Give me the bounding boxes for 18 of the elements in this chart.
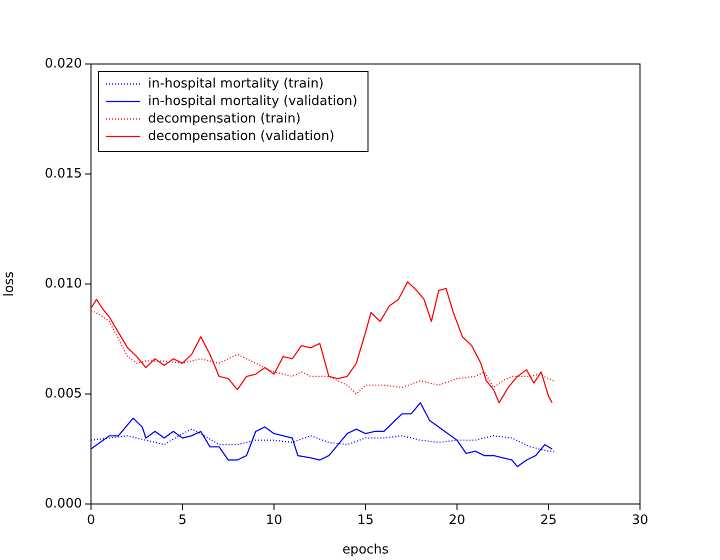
x-tick-label: 10 <box>266 513 282 528</box>
y-tick-label: 0.000 <box>44 496 82 512</box>
x-tick-label: 0 <box>86 513 96 528</box>
y-tick-label: 0.010 <box>44 276 82 292</box>
y-tick-label: 0.020 <box>44 56 82 72</box>
y-tick-label: 0.005 <box>44 386 82 402</box>
x-tick-label: 30 <box>632 513 648 528</box>
x-tick-label: 25 <box>540 513 557 528</box>
legend-label: decompensation (train) <box>148 111 301 126</box>
x-tick-label: 15 <box>357 513 374 528</box>
y-axis-title: loss <box>2 271 18 297</box>
x-tick-label: 20 <box>448 513 466 528</box>
legend-label: decompensation (validation) <box>148 128 334 144</box>
y-tick-label: 0.015 <box>44 166 82 182</box>
legend-label: in-hospital mortality (validation) <box>148 94 358 109</box>
x-tick-label: 5 <box>178 513 187 528</box>
legend-label: in-hospital mortality (train) <box>148 76 324 92</box>
x-axis-title: epochs <box>342 542 389 558</box>
